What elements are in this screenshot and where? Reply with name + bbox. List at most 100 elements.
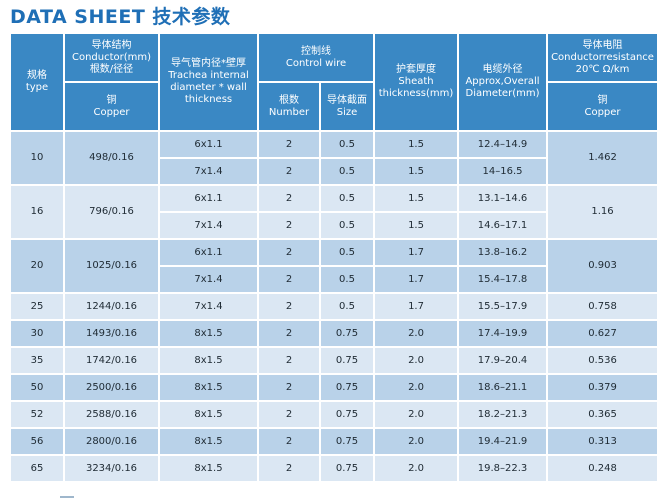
cell-sheath: 2.0 bbox=[375, 348, 458, 373]
cell-control-size: 0.75 bbox=[321, 429, 374, 454]
cell-resistance: 0.903 bbox=[548, 240, 658, 292]
cell-control-number: 2 bbox=[259, 294, 319, 319]
cell-resistance: 0.536 bbox=[548, 348, 658, 373]
cell-trachea: 8x1.5 bbox=[160, 402, 257, 427]
table-row: 35 1742/0.16 8x1.5 2 0.75 2.0 17.9–20.4 0.536 bbox=[11, 348, 658, 373]
table-row: 7x1.4 2 0.5 1.7 15.4–17.8 bbox=[11, 267, 657, 292]
cell-sheath: 2.0 bbox=[375, 375, 458, 400]
header-conductor: 导体结构 Conductor(mm) 根数/径径 bbox=[65, 34, 158, 81]
table-row: 56 2800/0.16 8x1.5 2 0.75 2.0 19.4–21.9 0.313 bbox=[11, 429, 658, 454]
cell-overall-diameter: 14.6–17.1 bbox=[459, 213, 547, 238]
header-conductor-copper: 铜 Copper bbox=[65, 83, 158, 130]
header-control-number: 根数 Number bbox=[259, 83, 319, 130]
cell-resistance: 0.313 bbox=[548, 429, 658, 454]
cell-control-size: 0.5 bbox=[321, 267, 374, 292]
cell-overall-diameter: 15.5–17.9 bbox=[459, 294, 547, 319]
footer-divider bbox=[60, 496, 74, 498]
cell-control-size: 0.75 bbox=[321, 456, 374, 481]
cell-trachea: 8x1.5 bbox=[160, 375, 257, 400]
cell-conductor: 1244/0.16 bbox=[65, 294, 158, 319]
table-row: 50 2500/0.16 8x1.5 2 0.75 2.0 18.6–21.1 0.379 bbox=[11, 375, 658, 400]
cell-overall-diameter: 18.2–21.3 bbox=[459, 402, 547, 427]
cell-control-size: 0.75 bbox=[321, 375, 374, 400]
cell-type: 56 bbox=[11, 429, 63, 454]
cell-conductor: 2588/0.16 bbox=[65, 402, 158, 427]
cell-trachea: 8x1.5 bbox=[160, 321, 257, 346]
cell-type: 65 bbox=[11, 456, 63, 481]
cell-overall-diameter: 18.6–21.1 bbox=[459, 375, 547, 400]
cell-control-size: 0.75 bbox=[321, 402, 374, 427]
cell-control-number: 2 bbox=[259, 186, 319, 211]
cell-control-number: 2 bbox=[259, 240, 319, 265]
cell-sheath: 1.7 bbox=[375, 240, 458, 265]
header-resistance-copper: 铜 Copper bbox=[548, 83, 658, 130]
cell-conductor: 1025/0.16 bbox=[65, 240, 158, 292]
cell-control-size: 0.5 bbox=[321, 294, 374, 319]
cell-type: 20 bbox=[11, 240, 63, 292]
header-control-size: 导体截面 Size bbox=[321, 83, 374, 130]
cell-trachea: 6x1.1 bbox=[160, 186, 257, 211]
cell-resistance: 0.758 bbox=[548, 294, 658, 319]
cell-type: 35 bbox=[11, 348, 63, 373]
cell-conductor: 2800/0.16 bbox=[65, 429, 158, 454]
cell-control-number: 2 bbox=[259, 429, 319, 454]
table-row: 7x1.4 2 0.5 1.5 14.6–17.1 bbox=[11, 213, 657, 238]
cell-trachea: 8x1.5 bbox=[160, 456, 257, 481]
cell-control-size: 0.5 bbox=[321, 132, 374, 157]
cell-control-size: 0.5 bbox=[321, 213, 374, 238]
cell-type: 25 bbox=[11, 294, 63, 319]
page-title: DATA SHEET 技术参数 bbox=[10, 6, 231, 28]
header-control-wire: 控制线 Control wire bbox=[259, 34, 374, 81]
cell-type: 16 bbox=[11, 186, 63, 238]
cell-type: 30 bbox=[11, 321, 63, 346]
cell-control-number: 2 bbox=[259, 159, 319, 184]
cell-sheath: 1.5 bbox=[375, 186, 458, 211]
header-overall-diameter: 电缆外径 Approx,Overall Diameter(mm) bbox=[459, 34, 547, 130]
cell-conductor: 796/0.16 bbox=[65, 186, 158, 238]
cell-sheath: 2.0 bbox=[375, 429, 458, 454]
cell-trachea: 7x1.4 bbox=[160, 294, 257, 319]
data-sheet-table: 规格 type 导体结构 Conductor(mm) 根数/径径 导气管内径*壁… bbox=[9, 32, 659, 483]
cell-type: 52 bbox=[11, 402, 63, 427]
cell-sheath: 1.7 bbox=[375, 294, 458, 319]
cell-sheath: 1.5 bbox=[375, 132, 458, 157]
table-row: 10 498/0.16 6x1.1 2 0.5 1.5 12.4–14.9 1.462 bbox=[11, 132, 658, 184]
cell-trachea: 7x1.4 bbox=[160, 159, 257, 184]
cell-control-number: 2 bbox=[259, 321, 319, 346]
cell-sheath: 1.7 bbox=[375, 267, 458, 292]
cell-type: 50 bbox=[11, 375, 63, 400]
cell-sheath: 1.5 bbox=[375, 159, 458, 184]
cell-sheath: 1.5 bbox=[375, 213, 458, 238]
cell-sheath: 2.0 bbox=[375, 402, 458, 427]
cell-resistance: 0.379 bbox=[548, 375, 658, 400]
cell-control-size: 0.75 bbox=[321, 321, 374, 346]
cell-control-size: 0.75 bbox=[321, 348, 374, 373]
cell-trachea: 7x1.4 bbox=[160, 213, 257, 238]
cell-control-number: 2 bbox=[259, 456, 319, 481]
cell-conductor: 3234/0.16 bbox=[65, 456, 158, 481]
cell-sheath: 2.0 bbox=[375, 321, 458, 346]
header-type: 规格 type bbox=[11, 34, 63, 130]
cell-control-number: 2 bbox=[259, 402, 319, 427]
cell-trachea: 6x1.1 bbox=[160, 240, 257, 265]
cell-control-number: 2 bbox=[259, 132, 319, 157]
cell-resistance: 0.627 bbox=[548, 321, 658, 346]
table-body: 10 498/0.16 6x1.1 2 0.5 1.5 12.4–14.9 1.462 7x1.… bbox=[11, 132, 658, 481]
cell-sheath: 2.0 bbox=[375, 456, 458, 481]
cell-trachea: 8x1.5 bbox=[160, 348, 257, 373]
cell-control-number: 2 bbox=[259, 267, 319, 292]
cell-overall-diameter: 17.4–19.9 bbox=[459, 321, 547, 346]
cell-type: 10 bbox=[11, 132, 63, 184]
table-row: 7x1.4 2 0.5 1.5 14–16.5 bbox=[11, 159, 657, 184]
table-row: 52 2588/0.16 8x1.5 2 0.75 2.0 18.2–21.3 0.365 bbox=[11, 402, 658, 427]
table-row: 30 1493/0.16 8x1.5 2 0.75 2.0 17.4–19.9 0.627 bbox=[11, 321, 658, 346]
header-sheath: 护套厚度 Sheath thickness(mm) bbox=[375, 34, 458, 130]
cell-trachea: 6x1.1 bbox=[160, 132, 257, 157]
cell-resistance: 1.16 bbox=[548, 186, 658, 238]
cell-conductor: 498/0.16 bbox=[65, 132, 158, 184]
cell-overall-diameter: 19.8–22.3 bbox=[459, 456, 547, 481]
cell-conductor: 1493/0.16 bbox=[65, 321, 158, 346]
cell-overall-diameter: 19.4–21.9 bbox=[459, 429, 547, 454]
cell-overall-diameter: 13.8–16.2 bbox=[459, 240, 547, 265]
table-row: 16 796/0.16 6x1.1 2 0.5 1.5 13.1–14.6 1.16 bbox=[11, 186, 658, 238]
